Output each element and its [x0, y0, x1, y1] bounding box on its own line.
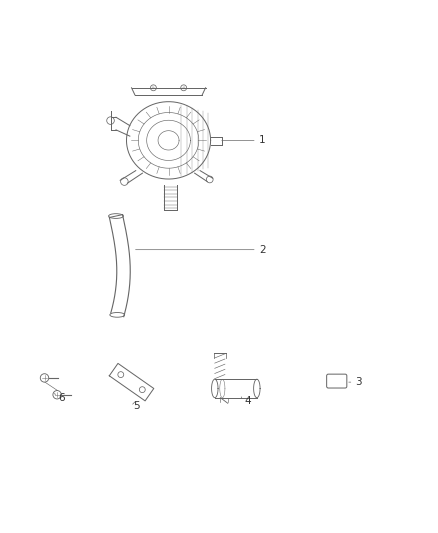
Text: 2: 2: [259, 245, 265, 255]
Text: 4: 4: [244, 396, 251, 406]
Text: 3: 3: [356, 377, 362, 387]
Text: 6: 6: [58, 393, 65, 403]
FancyBboxPatch shape: [327, 374, 347, 388]
Text: 5: 5: [133, 401, 139, 411]
Text: 1: 1: [259, 135, 265, 146]
